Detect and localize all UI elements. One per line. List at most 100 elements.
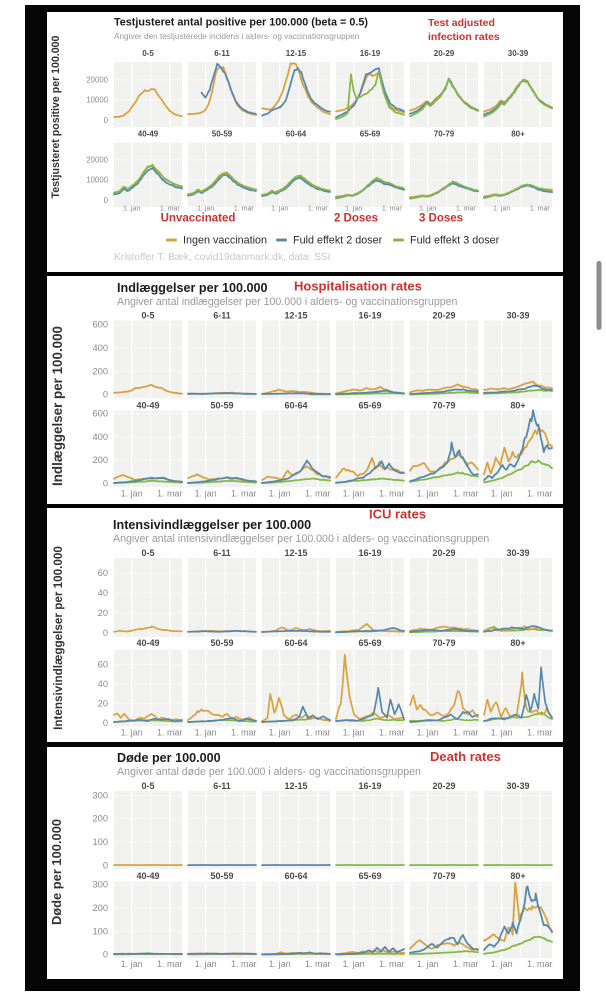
svg-text:20-29: 20-29 (432, 548, 455, 558)
svg-text:Hospitalisation rates: Hospitalisation rates (294, 279, 422, 294)
svg-text:60-64: 60-64 (286, 130, 307, 139)
svg-text:65-69: 65-69 (358, 638, 381, 648)
svg-text:Death rates: Death rates (430, 749, 501, 764)
svg-text:0: 0 (103, 390, 108, 400)
svg-text:1. jan: 1. jan (195, 728, 217, 738)
svg-text:0: 0 (103, 950, 108, 960)
svg-text:0-5: 0-5 (141, 548, 154, 558)
svg-text:1. mar: 1. mar (453, 489, 479, 499)
svg-text:200: 200 (92, 903, 108, 913)
svg-text:6-11: 6-11 (214, 49, 230, 58)
svg-text:60-64: 60-64 (284, 401, 307, 411)
svg-text:40: 40 (98, 588, 108, 598)
svg-text:1. jan: 1. jan (271, 206, 288, 213)
svg-text:1. mar: 1. mar (234, 206, 255, 213)
svg-text:1. jan: 1. jan (417, 489, 439, 499)
svg-text:1. mar: 1. mar (382, 206, 403, 213)
svg-text:0-5: 0-5 (142, 49, 154, 58)
svg-text:Døde per 100.000: Døde per 100.000 (49, 819, 64, 925)
svg-text:1. jan: 1. jan (419, 206, 436, 213)
svg-text:infection rates: infection rates (428, 31, 500, 43)
svg-text:1. mar: 1. mar (305, 489, 331, 499)
svg-text:300: 300 (92, 790, 108, 800)
svg-text:1. mar: 1. mar (231, 959, 257, 969)
svg-text:1. mar: 1. mar (379, 959, 405, 969)
svg-text:40-49: 40-49 (138, 130, 159, 139)
svg-text:100: 100 (92, 926, 108, 936)
svg-text:1. jan: 1. jan (343, 489, 365, 499)
svg-text:1. mar: 1. mar (157, 959, 183, 969)
svg-text:30-39: 30-39 (506, 781, 529, 791)
svg-text:40: 40 (98, 679, 108, 689)
svg-text:1. mar: 1. mar (308, 206, 329, 213)
svg-text:Indlæggelser per 100.000: Indlæggelser per 100.000 (117, 281, 268, 295)
svg-text:20: 20 (98, 608, 108, 618)
svg-text:16-19: 16-19 (358, 781, 381, 791)
svg-text:400: 400 (92, 343, 108, 353)
svg-text:300: 300 (92, 880, 108, 890)
svg-text:0: 0 (103, 628, 108, 638)
svg-text:80+: 80+ (510, 871, 525, 881)
svg-text:1. mar: 1. mar (456, 206, 477, 213)
svg-text:Angiver antal døde per 100.000: Angiver antal døde per 100.000 i alders-… (117, 766, 421, 778)
svg-text:50-59: 50-59 (210, 871, 233, 881)
svg-text:1. mar: 1. mar (305, 728, 331, 738)
svg-text:1. mar: 1. mar (160, 206, 181, 213)
svg-text:1. jan: 1. jan (343, 959, 365, 969)
svg-text:80+: 80+ (510, 638, 525, 648)
svg-text:40-49: 40-49 (136, 401, 159, 411)
svg-text:65-69: 65-69 (358, 871, 381, 881)
svg-text:20-29: 20-29 (432, 781, 455, 791)
svg-text:20000: 20000 (86, 76, 108, 85)
svg-text:200: 200 (92, 814, 108, 824)
svg-text:12-15: 12-15 (284, 548, 307, 558)
svg-text:50-59: 50-59 (210, 401, 233, 411)
svg-text:12-15: 12-15 (284, 311, 307, 321)
svg-text:65-69: 65-69 (360, 130, 381, 139)
svg-text:20: 20 (98, 699, 108, 709)
svg-text:3 Doses: 3 Doses (419, 213, 463, 225)
svg-text:0: 0 (103, 718, 108, 728)
svg-text:Angiver antal intensivindlægge: Angiver antal intensivindlæggelser per 1… (113, 533, 489, 545)
svg-text:40-49: 40-49 (136, 638, 159, 648)
svg-text:12-15: 12-15 (284, 781, 307, 791)
svg-text:6-11: 6-11 (213, 781, 231, 791)
svg-text:1. jan: 1. jan (417, 728, 439, 738)
svg-text:20-29: 20-29 (434, 49, 455, 58)
svg-text:1. jan: 1. jan (345, 206, 362, 213)
svg-text:70-79: 70-79 (432, 638, 455, 648)
svg-text:50-59: 50-59 (212, 130, 233, 139)
svg-text:1. jan: 1. jan (493, 206, 510, 213)
svg-text:200: 200 (92, 455, 108, 465)
svg-text:Ingen vaccination: Ingen vaccination (183, 235, 267, 247)
svg-text:30-39: 30-39 (506, 311, 529, 321)
svg-text:1. jan: 1. jan (491, 959, 513, 969)
svg-text:Unvaccinated: Unvaccinated (161, 213, 236, 225)
svg-text:40-49: 40-49 (136, 871, 159, 881)
svg-text:60-64: 60-64 (284, 638, 307, 648)
svg-text:1. jan: 1. jan (121, 959, 143, 969)
svg-text:Test adjusted: Test adjusted (428, 17, 495, 29)
svg-text:30-39: 30-39 (506, 548, 529, 558)
svg-text:1. jan: 1. jan (491, 489, 513, 499)
svg-text:Testjusteret antal positive pe: Testjusteret antal positive per 100.000 … (114, 17, 368, 29)
svg-text:6-11: 6-11 (213, 311, 231, 321)
svg-text:70-79: 70-79 (434, 130, 455, 139)
svg-text:60: 60 (98, 568, 108, 578)
svg-text:16-19: 16-19 (360, 49, 381, 58)
svg-text:16-19: 16-19 (358, 548, 381, 558)
svg-text:1. jan: 1. jan (269, 489, 291, 499)
svg-text:20-29: 20-29 (432, 311, 455, 321)
svg-text:Fuld effekt 2 doser: Fuld effekt 2 doser (293, 235, 383, 247)
svg-text:12-15: 12-15 (286, 49, 307, 58)
svg-text:0-5: 0-5 (141, 311, 154, 321)
svg-text:0-5: 0-5 (141, 781, 154, 791)
svg-text:60: 60 (98, 660, 108, 670)
svg-text:0: 0 (103, 479, 108, 489)
svg-text:1. jan: 1. jan (491, 728, 513, 738)
svg-text:200: 200 (92, 366, 108, 376)
svg-text:80+: 80+ (510, 401, 525, 411)
svg-text:1. mar: 1. mar (231, 728, 257, 738)
svg-text:1. mar: 1. mar (530, 206, 551, 213)
svg-text:Kristoffer T. Bæk, covid19danm: Kristoffer T. Bæk, covid19danmark.dk, da… (114, 252, 331, 263)
